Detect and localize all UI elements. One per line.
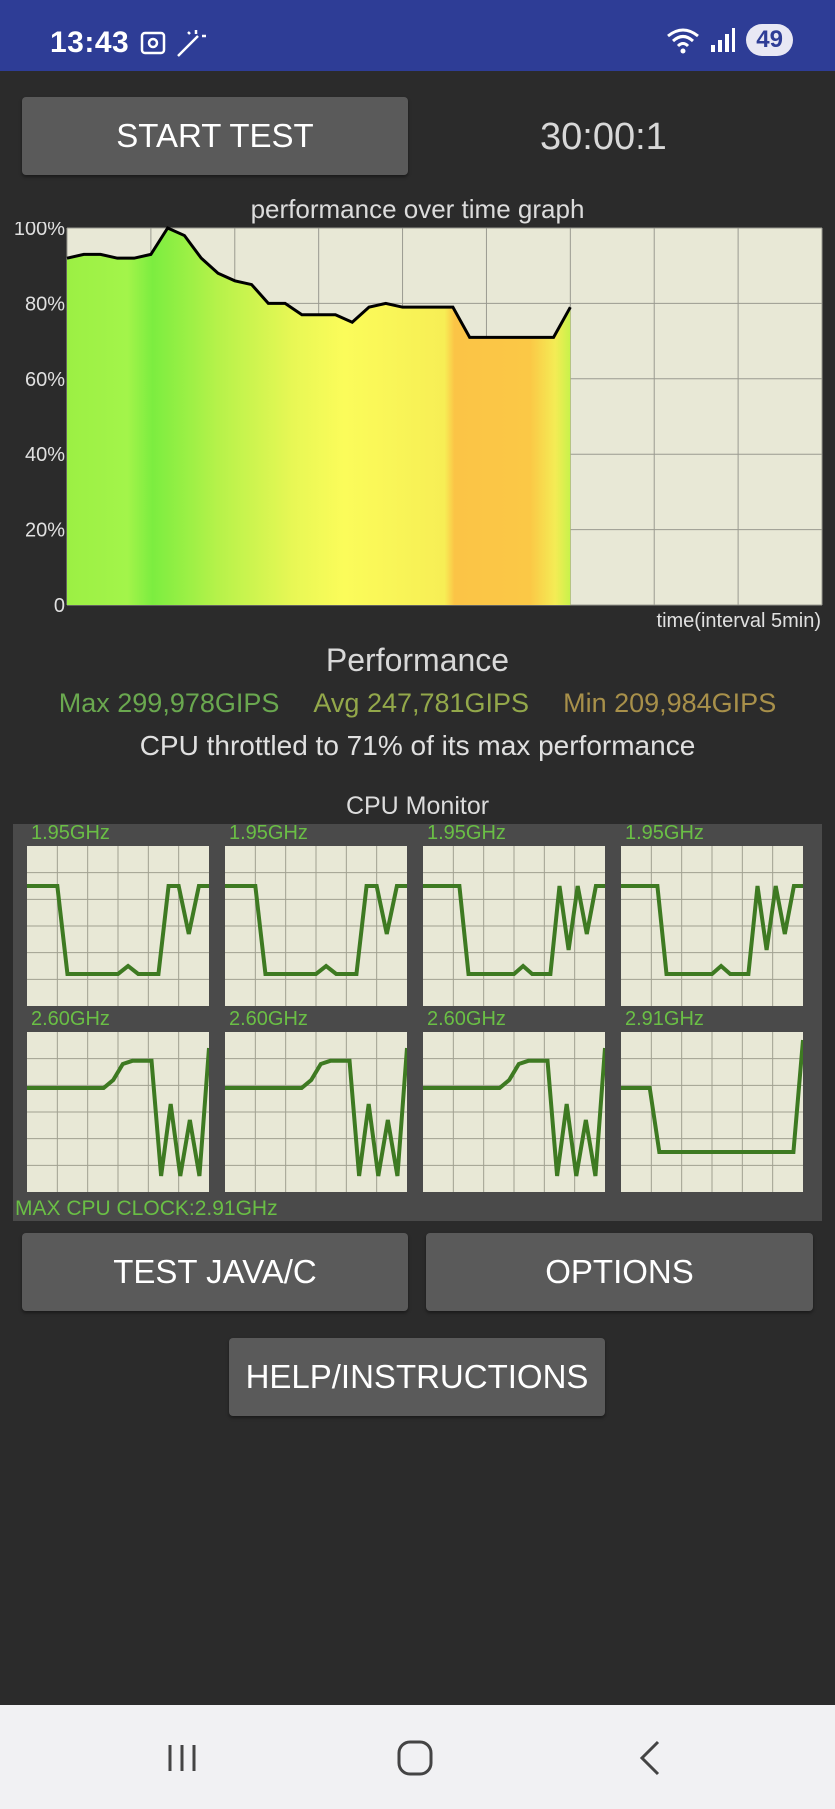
- status-icons-left: [140, 28, 210, 68]
- x-axis-label: time(interval 5min): [656, 610, 821, 632]
- cpu-core-line: [225, 1047, 407, 1177]
- throttle-text: CPU throttled to 71% of its max performa…: [139, 730, 696, 761]
- cpu-core-line: [423, 1047, 605, 1177]
- home-button[interactable]: [385, 1733, 445, 1783]
- cpu-core-graph: [423, 1032, 605, 1192]
- cpu-monitor-title: CPU Monitor: [345, 792, 490, 820]
- cpu-core-graph: [621, 846, 803, 1006]
- cpu-core-freq: 1.95GHz: [625, 822, 704, 844]
- cpu-core-5: 2.60GHz: [225, 1008, 409, 1192]
- cpu-core-graph: [27, 846, 209, 1006]
- max-cpu-clock: MAX CPU CLOCK:2.91GHz: [15, 1197, 278, 1220]
- battery-level: 49: [746, 24, 793, 56]
- cpu-core-graph: [225, 1032, 407, 1192]
- back-button[interactable]: [620, 1733, 680, 1783]
- cpu-core-line: [621, 884, 803, 976]
- cpu-core-1: 1.95GHz: [225, 822, 409, 1006]
- y-tick-label: 0: [54, 595, 65, 612]
- y-tick-label: 40%: [25, 444, 65, 466]
- cpu-core-freq: 1.95GHz: [229, 822, 308, 844]
- signal-icon: [711, 28, 736, 52]
- performance-heading: Performance: [325, 642, 510, 678]
- screenshot-icon: [140, 31, 166, 55]
- cpu-core-0: 1.95GHz: [27, 822, 211, 1006]
- navigation-bar: [0, 1705, 835, 1809]
- cpu-core-line: [423, 884, 605, 976]
- stat-max: Max 299,978GIPS: [58, 688, 280, 718]
- magic-wand-icon: [177, 30, 206, 57]
- home-icon: [397, 1740, 433, 1776]
- test-timer: 30:00:1: [540, 116, 667, 158]
- cpu-core-graph: [423, 846, 605, 1006]
- graph-title: performance over time graph: [250, 194, 585, 224]
- options-button[interactable]: OPTIONS: [426, 1233, 813, 1311]
- back-icon: [639, 1740, 660, 1776]
- performance-graph: 100% 80% 60% 40% 20% 0: [14, 222, 823, 612]
- start-test-button[interactable]: START TEST: [22, 97, 408, 175]
- cpu-core-graph: [621, 1032, 803, 1192]
- cpu-core-freq: 1.95GHz: [427, 822, 506, 844]
- test-java-button[interactable]: TEST JAVA/C: [22, 1233, 408, 1311]
- status-time: 13:43: [50, 26, 130, 59]
- cpu-core-line: [621, 1039, 803, 1154]
- stat-avg: Avg 247,781GIPS: [313, 688, 530, 718]
- cpu-core-2: 1.95GHz: [423, 822, 607, 1006]
- cpu-core-freq: 1.95GHz: [31, 822, 110, 844]
- cpu-core-freq: 2.91GHz: [625, 1008, 704, 1030]
- stat-min: Min 209,984GIPS: [563, 688, 777, 718]
- wifi-icon: [667, 28, 700, 54]
- cpu-core-line: [27, 1047, 209, 1177]
- cpu-core-freq: 2.60GHz: [427, 1008, 506, 1030]
- status-bar: 13:43 49: [0, 0, 835, 71]
- recents-button[interactable]: [152, 1733, 212, 1783]
- cpu-core-line: [225, 884, 407, 976]
- cpu-core-4: 2.60GHz: [27, 1008, 211, 1192]
- help-instructions-button[interactable]: HELP/INSTRUCTIONS: [229, 1338, 605, 1416]
- cpu-monitor-panel: MAX CPU CLOCK:2.91GHz 1.95GHz 1.95GHz 1.95…: [13, 822, 822, 1221]
- performance-stats: Max 299,978GIPS Avg 247,781GIPS Min 209,…: [0, 688, 835, 719]
- performance-fill: [67, 228, 571, 605]
- y-tick-label: 100%: [14, 222, 65, 240]
- cpu-core-freq: 2.60GHz: [31, 1008, 110, 1030]
- cpu-core-freq: 2.60GHz: [229, 1008, 308, 1030]
- cpu-core-line: [27, 884, 209, 976]
- y-tick-label: 20%: [25, 520, 65, 542]
- cpu-core-6: 2.60GHz: [423, 1008, 607, 1192]
- recents-icon: [168, 1745, 196, 1771]
- y-tick-label: 80%: [25, 293, 65, 315]
- cpu-core-7: 2.91GHz: [621, 1008, 805, 1192]
- cpu-core-3: 1.95GHz: [621, 822, 805, 1006]
- cpu-core-graph: [225, 846, 407, 1006]
- performance-line: [66, 226, 572, 339]
- cpu-core-graph: [27, 1032, 209, 1192]
- y-tick-label: 60%: [25, 369, 65, 391]
